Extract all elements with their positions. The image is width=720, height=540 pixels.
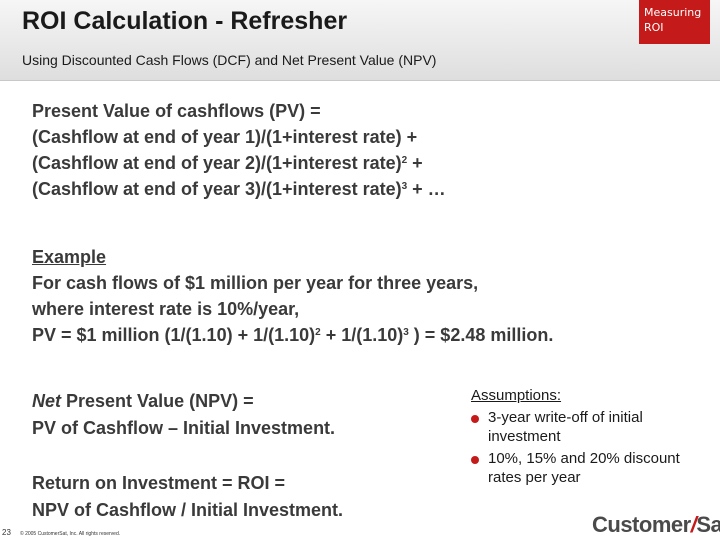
badge-line-1: Measuring	[644, 6, 702, 19]
roi-definition: Return on Investment = ROI = NPV of Cash…	[32, 470, 343, 524]
header-bar: ROI Calculation - Refresher Measuring RO…	[0, 0, 720, 81]
example-formula: PV = $1 million (1/(1.10) + 1/(1.10)2 + …	[32, 325, 554, 345]
bullet-icon	[471, 415, 479, 423]
page-number: 23	[2, 528, 11, 537]
npv-line-2: PV of Cashflow – Initial Investment.	[32, 418, 336, 438]
measuring-roi-badge: Measuring ROI	[639, 0, 710, 44]
example-line-2: where interest rate is 10%/year,	[32, 299, 300, 319]
roi-line-2: NPV of Cashflow / Initial Investment.	[32, 500, 344, 520]
npv-line-1: Net Present Value (NPV) =	[32, 391, 254, 411]
bullet-icon	[471, 456, 479, 464]
page-subtitle: Using Discounted Cash Flows (DCF) and Ne…	[22, 52, 437, 68]
list-item: 3-year write-off of initial investment	[471, 408, 711, 446]
copyright-text: © 2005 CustomerSat, Inc. All rights rese…	[20, 531, 121, 537]
pv-line-1: Present Value of cashflows (PV) =	[32, 101, 321, 121]
customersat-logo: Customer/Sat	[592, 512, 720, 537]
pv-line-4: (Cashflow at end of year 3)/(1+interest …	[32, 179, 446, 199]
assumptions-title: Assumptions:	[471, 387, 562, 404]
list-item: 10%, 15% and 20% discount rates per year	[471, 449, 711, 487]
example-block: Example For cash flows of $1 million per…	[32, 244, 553, 348]
example-heading: Example	[32, 247, 107, 267]
pv-line-2: (Cashflow at end of year 1)/(1+interest …	[32, 127, 418, 147]
roi-line-1: Return on Investment = ROI =	[32, 473, 286, 493]
page-title: ROI Calculation - Refresher	[22, 7, 348, 35]
assumptions-box: Assumptions: 3-year write-off of initial…	[471, 386, 711, 487]
pv-definition: Present Value of cashflows (PV) = (Cashf…	[32, 98, 446, 202]
npv-definition: Net Present Value (NPV) = PV of Cashflow…	[32, 388, 335, 442]
example-line-1: For cash flows of $1 million per year fo…	[32, 273, 479, 293]
badge-line-2: ROI	[644, 21, 664, 34]
pv-line-3: (Cashflow at end of year 2)/(1+interest …	[32, 153, 423, 173]
